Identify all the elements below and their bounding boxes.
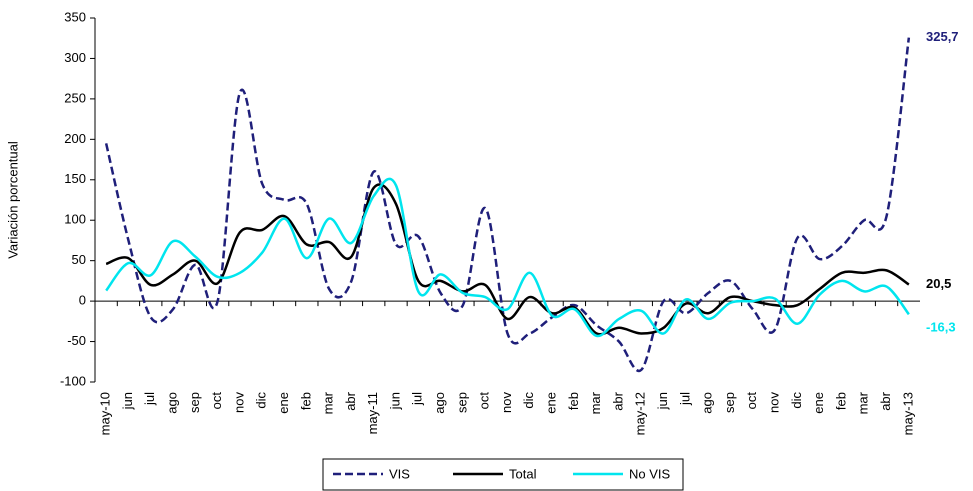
y-tick-label: 150 (64, 171, 86, 186)
y-tick-label: 350 (64, 9, 86, 24)
legend-label: VIS (389, 466, 410, 481)
x-tick-label: nov (499, 392, 514, 413)
x-tick-label: mar (856, 391, 871, 414)
x-tick-label: feb (833, 392, 848, 410)
x-tick-label: may-12 (633, 392, 648, 435)
y-tick-label: 200 (64, 131, 86, 146)
x-tick-label: nov (767, 392, 782, 413)
x-tick-label: sep (454, 392, 469, 413)
x-tick-label: feb (298, 392, 313, 410)
y-tick-label: 100 (64, 212, 86, 227)
x-tick-label: mar (321, 391, 336, 414)
x-tick-label: sep (187, 392, 202, 413)
series-line (105, 183, 910, 336)
x-tick-label: abr (343, 391, 358, 410)
x-tick-label: oct (209, 392, 224, 410)
y-axis-label: Variación porcentual (5, 141, 20, 259)
x-tick-label: jun (655, 392, 670, 410)
x-tick-label: jul (142, 392, 157, 406)
data-label: 20,5 (926, 276, 951, 291)
series-line (105, 177, 910, 338)
x-tick-label: may-11 (365, 392, 380, 434)
x-tick-label: dic (254, 392, 269, 409)
y-tick-label: 0 (79, 293, 86, 308)
x-tick-label: may-13 (900, 392, 915, 435)
y-tick-label: 50 (72, 252, 86, 267)
x-tick-label: oct (477, 392, 492, 410)
x-tick-label: oct (744, 392, 759, 410)
x-tick-label: ene (544, 392, 559, 414)
x-tick-label: may-10 (98, 392, 113, 435)
x-tick-label: jun (120, 392, 135, 410)
legend-label: No VIS (629, 466, 671, 481)
x-tick-label: nov (231, 392, 246, 413)
x-tick-label: mar (588, 391, 603, 414)
y-tick-label: -50 (67, 333, 86, 348)
x-tick-label: ago (700, 392, 715, 414)
x-tick-label: sep (722, 392, 737, 413)
y-tick-label: -100 (60, 373, 86, 388)
x-tick-label: abr (878, 391, 893, 410)
x-tick-label: dic (521, 392, 536, 409)
y-tick-label: 300 (64, 50, 86, 65)
x-tick-label: ene (276, 392, 291, 414)
x-tick-label: jul (410, 392, 425, 406)
x-tick-label: dic (789, 392, 804, 409)
x-tick-label: jul (677, 392, 692, 406)
x-tick-label: abr (610, 391, 625, 410)
x-tick-label: feb (566, 392, 581, 410)
x-tick-label: ene (811, 392, 826, 414)
series-line (104, 37, 911, 373)
x-tick-label: ago (164, 392, 179, 414)
data-label: -16,3 (926, 320, 956, 335)
data-label: 325,7 (926, 29, 959, 44)
legend-label: Total (509, 466, 537, 481)
x-tick-label: jun (387, 392, 402, 410)
y-tick-label: 250 (64, 90, 86, 105)
x-tick-label: ago (432, 392, 447, 414)
